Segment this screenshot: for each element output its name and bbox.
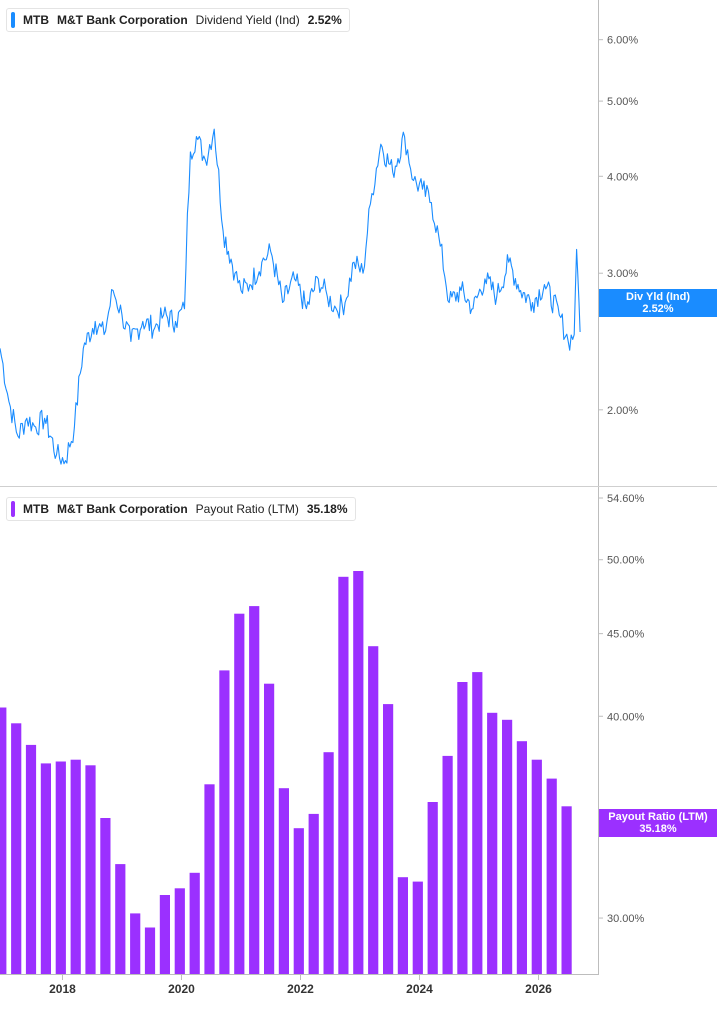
- payout-ratio-bar: [308, 813, 319, 974]
- tag-value: 35.18%: [639, 823, 677, 835]
- payout-ratio-legend: MTB M&T Bank Corporation Payout Ratio (L…: [6, 497, 356, 521]
- payout-ratio-bar: [472, 672, 483, 974]
- payout-ratio-bar: [70, 759, 81, 974]
- y-tick-label: 2.00%: [607, 405, 638, 417]
- payout-ratio-bar: [144, 927, 156, 974]
- payout-ratio-bar: [412, 881, 423, 974]
- y-tick-label: 40.00%: [607, 711, 645, 723]
- payout-ratio-bar: [11, 723, 22, 974]
- payout-ratio-bar: [130, 913, 141, 974]
- legend-ticker: MTB: [23, 13, 49, 27]
- legend-swatch-blue: [11, 12, 15, 28]
- payout-ratio-bar: [0, 707, 7, 974]
- tag-label: Payout Ratio (LTM): [608, 811, 708, 823]
- dividend-yield-line: [0, 128, 581, 465]
- y-tick-label: 5.00%: [607, 96, 638, 108]
- payout-ratio-bar: [249, 606, 260, 974]
- payout-ratio-bar: [546, 778, 557, 974]
- legend-company: M&T Bank Corporation: [57, 13, 188, 27]
- payout-ratio-bar: [323, 752, 334, 974]
- payout-ratio-bar: [427, 802, 438, 974]
- payout-ratio-bar: [368, 646, 379, 974]
- dividend-yield-legend: MTB M&T Bank Corporation Dividend Yield …: [6, 8, 350, 32]
- payout-ratio-bar: [234, 613, 245, 974]
- payout-ratio-bar: [457, 682, 468, 974]
- payout-ratio-bar: [502, 719, 513, 974]
- payout-ratio-bar: [442, 755, 453, 974]
- legend-swatch-purple: [11, 501, 15, 517]
- payout-ratio-bar: [159, 895, 170, 974]
- x-tick-label: 2018: [49, 982, 76, 996]
- legend-ticker: MTB: [23, 502, 49, 516]
- payout-ratio-bar: [100, 818, 111, 974]
- y-tick-label: 54.60%: [607, 493, 645, 505]
- legend-metric: Payout Ratio (LTM): [195, 502, 299, 516]
- payout-ratio-bar: [383, 704, 394, 974]
- legend-company: M&T Bank Corporation: [57, 502, 188, 516]
- payout-ratio-bar: [353, 571, 364, 974]
- payout-ratio-bar: [338, 576, 349, 974]
- payout-ratio-bar: [293, 828, 304, 974]
- payout-ratio-bar: [531, 759, 542, 974]
- payout-ratio-bar: [189, 872, 200, 974]
- legend-value: 35.18%: [306, 502, 348, 516]
- tag-label: Div Yld (Ind): [626, 291, 690, 303]
- payout-ratio-bar: [264, 683, 275, 974]
- tag-value: 2.52%: [642, 303, 674, 315]
- legend-value: 2.52%: [307, 13, 342, 27]
- x-tick-label: 2024: [406, 982, 433, 996]
- payout-ratio-bar: [397, 877, 408, 974]
- y-tick-label: 3.00%: [607, 268, 638, 280]
- payout-ratio-bar: [487, 712, 498, 974]
- legend-metric: Dividend Yield (Ind): [195, 13, 300, 27]
- dividend-yield-tag: Div Yld (Ind) 2.52%: [599, 289, 717, 317]
- y-tick-label: 50.00%: [607, 555, 645, 567]
- payout-ratio-bar: [115, 864, 126, 974]
- payout-ratio-bar: [40, 763, 51, 974]
- payout-ratio-bar: [278, 788, 289, 974]
- payout-ratio-bar: [516, 741, 527, 974]
- payout-ratio-bar: [561, 806, 572, 974]
- y-tick-label: 30.00%: [607, 913, 645, 925]
- x-tick-label: 2026: [525, 982, 552, 996]
- y-tick-label: 45.00%: [607, 629, 645, 641]
- payout-ratio-plot: [0, 571, 572, 974]
- x-tick-label: 2020: [168, 982, 195, 996]
- y-tick-label: 4.00%: [607, 171, 638, 183]
- dividend-yield-plot: [0, 128, 581, 465]
- y-tick-label: 6.00%: [607, 35, 638, 47]
- x-tick-label: 2022: [287, 982, 314, 996]
- payout-ratio-bar: [204, 784, 215, 974]
- payout-ratio-bar: [55, 761, 66, 974]
- payout-ratio-bar: [174, 888, 185, 974]
- payout-ratio-bar: [85, 765, 96, 974]
- payout-ratio-bar: [25, 744, 37, 974]
- payout-ratio-tag: Payout Ratio (LTM) 35.18%: [599, 809, 717, 837]
- payout-ratio-bar: [219, 670, 230, 974]
